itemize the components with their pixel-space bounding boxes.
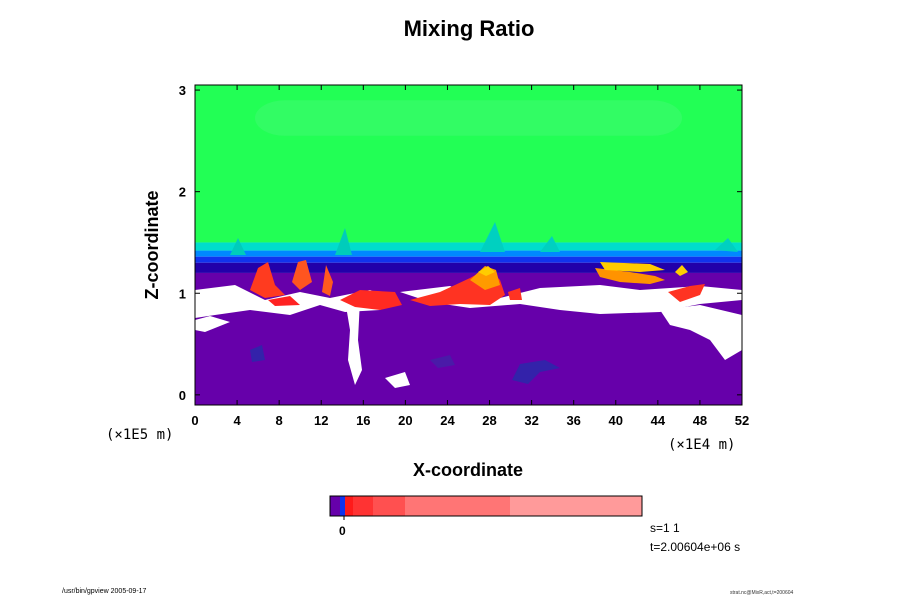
heatmap-feature-17: [668, 284, 705, 302]
colorbar-swatch: [340, 496, 345, 516]
y-tick-label: 2: [179, 185, 186, 200]
x-tick-label: 0: [191, 413, 198, 428]
x-tick-label: 12: [314, 413, 328, 428]
colorbar-tick-label: 0: [339, 524, 346, 538]
heatmap-feature-13: [478, 266, 495, 276]
heatmap-feature-15: [595, 268, 665, 284]
x-unit-left-label: (×1E5 m): [106, 427, 174, 443]
heatmap-feature-4: [195, 316, 230, 332]
heatmap-feature-19: [512, 360, 560, 384]
step-annotation: s=1 1: [650, 521, 680, 535]
x-tick-label: 16: [356, 413, 370, 428]
x-tick-label: 52: [735, 413, 749, 428]
heatmap-layer-1: [195, 242, 742, 251]
heatmap-feature-16: [600, 262, 665, 272]
heatmap-feature-14: [508, 288, 522, 300]
heatmap-feature-26: [715, 238, 738, 252]
heatmap-feature-7: [268, 296, 300, 306]
x-tick-label: 40: [609, 413, 623, 428]
y-tick-label: 3: [179, 83, 186, 98]
colorbar-swatch: [330, 496, 340, 516]
heatmap-feature-2: [345, 300, 362, 385]
heatmap-feature-25: [540, 236, 560, 252]
y-tick-label: 0: [179, 388, 186, 403]
heatmap-feature-22: [230, 238, 246, 255]
footer-command: /usr/bin/gpview 2005-09-17: [62, 588, 147, 595]
heatmap-feature-8: [292, 260, 312, 290]
plot-frame: [194, 84, 743, 406]
colorbar-swatch: [353, 496, 373, 516]
heatmap-feature-9: [322, 265, 333, 296]
x-tick-label: 4: [233, 413, 241, 428]
heatmap-feature-6: [250, 262, 285, 298]
x-tick-label: 44: [651, 413, 666, 428]
colorbar-frame: [329, 495, 643, 517]
x-tick-label: 20: [398, 413, 412, 428]
heatmap-feature-10: [340, 290, 402, 310]
heatmap-feature-1: [400, 285, 742, 314]
x-unit-right-label: (×1E4 m): [668, 437, 736, 453]
heatmap-layer-3: [195, 256, 742, 263]
x-tick-label: 28: [482, 413, 496, 428]
heatmap-green-band: [255, 100, 682, 136]
heatmap-feature-24: [480, 222, 505, 252]
x-tick-label: 36: [566, 413, 580, 428]
colorbar-swatch: [345, 496, 353, 516]
heatmap-feature-21: [430, 355, 455, 368]
chart-title: Mixing Ratio: [403, 16, 535, 41]
heatmap-feature-5: [385, 372, 410, 388]
colorbar-swatch: [405, 496, 510, 516]
x-tick-label: 32: [524, 413, 538, 428]
x-axis-label: X-coordinate: [412, 460, 523, 480]
heatmap-layer-2: [195, 250, 742, 257]
heatmap-feature-23: [335, 228, 352, 255]
x-tick-label: 48: [693, 413, 707, 428]
heatmap-feature-18: [675, 265, 688, 276]
colorbar-swatch: [510, 496, 642, 516]
y-tick-label: 1: [179, 286, 186, 301]
heatmap-feature-3: [660, 305, 742, 360]
time-annotation: t=2.00604e+06 s: [650, 540, 741, 554]
y-axis-label: Z-coordinate: [142, 190, 162, 300]
footer-file: strat.nc@MixR,act,t=200604: [730, 590, 794, 596]
x-tick-label: 24: [440, 413, 455, 428]
x-tick-label: 8: [276, 413, 283, 428]
heatmap-feature-20: [250, 345, 265, 362]
heatmap-layer-4: [195, 262, 742, 273]
colorbar-swatch: [373, 496, 405, 516]
